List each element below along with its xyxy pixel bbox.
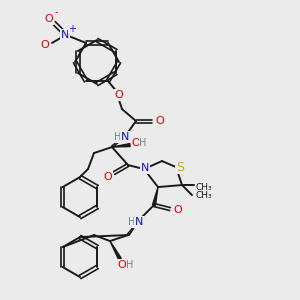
Polygon shape	[110, 241, 121, 260]
Text: N: N	[141, 163, 149, 173]
Text: S: S	[176, 160, 184, 174]
Text: O: O	[115, 90, 123, 100]
Text: O: O	[40, 40, 50, 50]
Text: -: -	[54, 7, 58, 17]
Text: O: O	[118, 260, 126, 270]
Text: H: H	[126, 260, 134, 270]
Text: N: N	[61, 30, 69, 40]
Polygon shape	[152, 187, 158, 206]
Text: CH₃: CH₃	[196, 190, 213, 200]
Text: O: O	[45, 14, 53, 24]
Text: O: O	[103, 172, 112, 182]
Text: N: N	[135, 217, 143, 227]
Text: N: N	[121, 132, 129, 142]
Text: O: O	[174, 205, 182, 215]
Polygon shape	[112, 144, 130, 147]
Text: +: +	[68, 24, 76, 34]
Text: CH₃: CH₃	[196, 183, 213, 192]
Text: H: H	[139, 138, 147, 148]
Text: H: H	[128, 217, 136, 227]
Text: H: H	[114, 132, 122, 142]
Text: O: O	[156, 116, 164, 126]
Text: O: O	[132, 138, 140, 148]
